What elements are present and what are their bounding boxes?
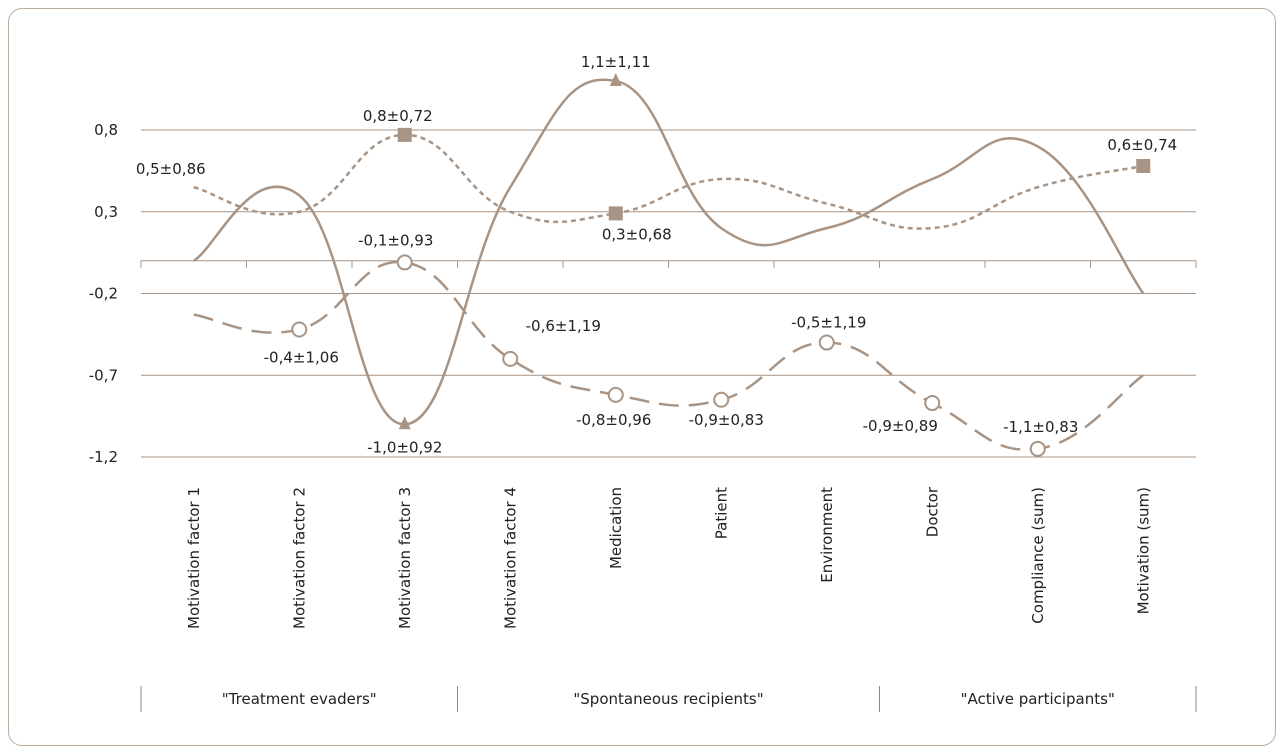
series-line <box>193 133 1144 230</box>
data-label: 0,6±0,74 <box>1107 136 1177 154</box>
data-label: 0,3±0,68 <box>602 225 672 243</box>
category-label: Motivation factor 3 <box>396 487 414 629</box>
data-point-square <box>397 127 412 142</box>
category-label: Doctor <box>923 486 941 537</box>
y-tick-label: -1,2 <box>89 448 118 466</box>
group-label: "Active participants" <box>961 690 1115 708</box>
y-tick-label: -0,2 <box>89 285 118 303</box>
data-label: -0,9±0,83 <box>689 411 764 429</box>
category-label: Motivation factor 2 <box>290 487 308 629</box>
data-point-circle <box>396 254 413 271</box>
chart-frame <box>8 8 1276 746</box>
data-label: -0,6±1,19 <box>526 317 601 335</box>
data-label: -0,8±0,96 <box>576 411 651 429</box>
category-label: Patient <box>712 487 730 539</box>
category-label: Environment <box>818 487 836 583</box>
data-point-circle <box>291 321 308 338</box>
data-point-circle <box>502 350 519 367</box>
y-tick-label: 0,8 <box>94 121 118 139</box>
data-label: -1,1±0,83 <box>1003 418 1078 436</box>
category-label: Motivation factor 1 <box>185 487 203 629</box>
data-label: 1,1±1,11 <box>581 53 651 71</box>
category-label: Compliance (sum) <box>1029 487 1047 624</box>
data-point-circle <box>607 386 624 403</box>
data-point-square <box>1136 158 1151 173</box>
category-label: Motivation factor 4 <box>501 487 519 629</box>
data-label: 0,8±0,72 <box>363 107 433 125</box>
series-line <box>193 78 1145 426</box>
data-point-triangle <box>398 416 411 430</box>
group-label: "Spontaneous recipients" <box>573 690 763 708</box>
data-label: -0,9±0,89 <box>863 417 938 435</box>
data-point-circle <box>818 334 835 351</box>
group-label: "Treatment evaders" <box>222 690 377 708</box>
data-label: -0,5±1,19 <box>791 314 866 332</box>
data-point-circle <box>924 395 941 412</box>
data-label: 0,5±0,86 <box>136 160 206 178</box>
data-label: -0,4±1,06 <box>264 348 339 366</box>
data-point-circle <box>713 391 730 408</box>
category-label: Medication <box>607 487 625 569</box>
y-tick-label: -0,7 <box>89 366 118 384</box>
category-label: Motivation (sum) <box>1134 487 1152 614</box>
y-tick-label: 0,3 <box>94 203 118 221</box>
series-line <box>193 260 1144 451</box>
data-label: -1,0±0,92 <box>367 438 442 456</box>
data-label: -0,1±0,93 <box>358 231 433 249</box>
data-point-square <box>608 206 623 221</box>
data-point-triangle <box>609 72 622 86</box>
data-point-circle <box>1029 440 1046 457</box>
